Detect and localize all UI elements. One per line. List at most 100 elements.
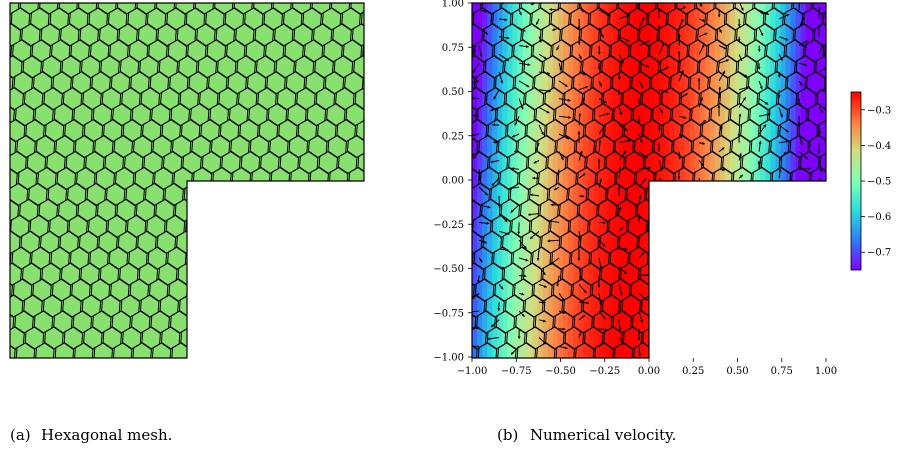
color-band-cell [502, 239, 508, 250]
color-band-cell [522, 62, 529, 73]
color-band-cell [664, 209, 670, 220]
color-band-cell [659, 12, 665, 24]
color-band-cell [633, 248, 640, 260]
color-band-cell [780, 62, 787, 73]
color-band-cell [699, 239, 706, 250]
color-band-cell [517, 91, 524, 102]
mesh-cell [54, 342, 75, 358]
color-band-cell [745, 317, 751, 329]
color-band-cell [623, 288, 630, 299]
color-band-cell [487, 219, 493, 230]
color-band-cell [649, 160, 655, 171]
velocity-arrow-head [657, 24, 661, 28]
color-band-cell [603, 288, 610, 299]
color-band-cell [724, 160, 731, 171]
caption-a: (a) Hexagonal mesh. [10, 426, 172, 444]
color-band-cell [740, 81, 746, 93]
color-band-cell [563, 239, 569, 250]
velocity-arrow-head [620, 227, 624, 231]
color-band-cell [517, 298, 524, 309]
color-band-cell [497, 62, 503, 73]
color-band-cell [659, 111, 665, 122]
color-band-cell [477, 298, 483, 309]
color-band-cell [472, 91, 478, 102]
color-band-cell [740, 298, 746, 309]
color-band-cell [694, 150, 701, 161]
velocity-arrow-head [586, 301, 589, 305]
color-band-cell [487, 199, 493, 211]
x-tick-label: −0.25 [589, 366, 620, 377]
mesh-cell [143, 359, 162, 381]
color-band-cell [729, 91, 736, 102]
color-band-cell [755, 52, 761, 63]
color-band-cell [557, 327, 564, 338]
color-band-cell [527, 288, 534, 299]
color-band-cell [613, 71, 620, 83]
color-band-cell [775, 189, 782, 201]
color-band-cell [780, 258, 787, 270]
color-band-cell [487, 12, 493, 24]
color-band-cell [724, 32, 731, 43]
velocity-arrow-head [599, 178, 602, 182]
color-band-cell [578, 288, 584, 299]
color-band-cell [795, 248, 802, 260]
color-band-cell [815, 258, 822, 270]
color-band-cell [507, 81, 514, 93]
color-band-cell [785, 32, 792, 43]
color-band-cell [669, 22, 675, 34]
color-band-cell [472, 327, 478, 338]
color-band-cell [542, 268, 549, 279]
color-band-cell [820, 32, 826, 43]
color-band-cell [770, 140, 777, 152]
color-band-cell [775, 101, 782, 112]
velocity-arrow-head [582, 72, 586, 76]
color-band-cell [517, 258, 524, 270]
color-band-cell [780, 111, 787, 122]
velocity-arrow-head [521, 292, 525, 296]
color-band-cell [785, 42, 792, 53]
color-band-cell [638, 347, 645, 358]
color-band-cell [765, 12, 771, 24]
velocity-mesh-cell [855, 56, 874, 78]
color-band-cell [704, 268, 711, 279]
color-band-cell [487, 3, 493, 14]
velocity-arrow-head [679, 135, 682, 139]
color-band-cell [689, 62, 696, 73]
color-band-cell [805, 91, 812, 102]
color-band-cell [487, 91, 493, 102]
color-band-cell [583, 209, 589, 220]
color-band-cell [810, 62, 817, 73]
color-band-cell [770, 150, 777, 161]
color-band-cell [810, 150, 817, 161]
color-band-cell [557, 248, 564, 260]
velocity-arrow-head [500, 286, 504, 290]
velocity-arrow-head [678, 156, 682, 160]
color-band-cell [588, 337, 594, 348]
velocity-arrow-head [722, 70, 725, 74]
color-band-cell [492, 327, 498, 338]
color-band-cell [709, 111, 716, 122]
color-band-cell [780, 3, 787, 14]
color-band-cell [790, 347, 797, 358]
color-band-cell [714, 298, 721, 309]
color-band-cell [689, 160, 696, 171]
color-band-cell [780, 307, 787, 319]
color-band-cell [704, 209, 711, 220]
mesh-cell [370, 0, 389, 14]
mesh-cell [186, 246, 207, 270]
velocity-mesh-cell [859, 151, 878, 173]
mesh-cell [382, 40, 401, 62]
color-band-cell [740, 327, 746, 338]
color-band-cell [542, 71, 549, 83]
color-band-cell [638, 52, 645, 63]
color-band-cell [724, 229, 731, 240]
color-band-cell [724, 307, 731, 319]
color-band-cell [482, 52, 488, 63]
velocity-arrow-head [757, 49, 761, 52]
color-band-cell [573, 32, 579, 43]
color-band-cell [532, 288, 539, 299]
color-band-cell [588, 229, 594, 240]
velocity-arrow-head [698, 184, 702, 188]
color-band-cell [775, 170, 782, 181]
color-band-cell [638, 101, 645, 112]
